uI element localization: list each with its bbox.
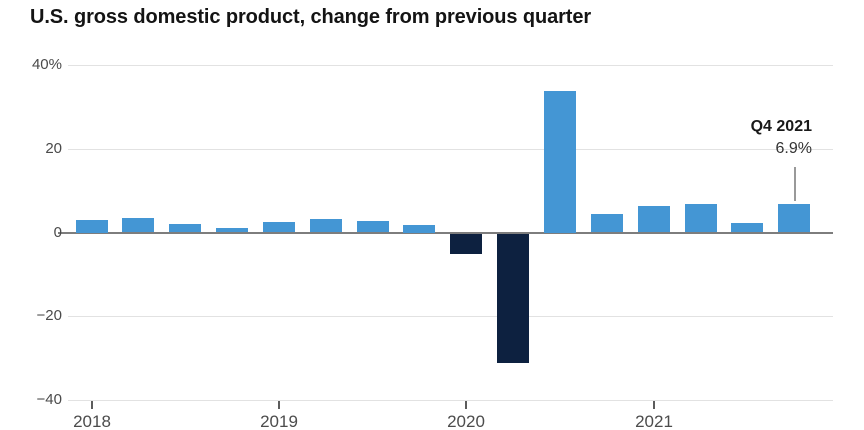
y-axis-tick-label: 0 <box>53 224 62 241</box>
y-axis-tick-label: −40 <box>36 391 62 408</box>
x-axis-tick-mark <box>278 401 280 409</box>
x-axis-tick-mark <box>465 401 467 409</box>
gridline-20 <box>68 149 833 150</box>
gridline-40 <box>68 65 833 66</box>
bar-q4-2021 <box>778 203 810 233</box>
y-axis-tick-label: −20 <box>36 307 62 324</box>
x-axis-label-2018: 2018 <box>73 412 111 430</box>
chart-title: U.S. gross domestic product, change from… <box>30 6 592 28</box>
bar-q4-2020 <box>591 213 623 233</box>
bar-q1-2019 <box>263 222 295 233</box>
bar-q1-2018 <box>76 219 108 233</box>
annotation-value: 6.9% <box>775 140 812 157</box>
bar-q1-2021 <box>638 206 670 233</box>
bar-q3-2019 <box>357 220 389 233</box>
gridline--40 <box>68 400 833 401</box>
annotation-label: Q4 2021 <box>750 118 812 135</box>
bar-q4-2019 <box>403 224 435 233</box>
bar-q4-2018 <box>216 227 248 233</box>
bar-q2-2019 <box>310 219 342 233</box>
x-axis-label-2020: 2020 <box>447 412 485 430</box>
bar-q3-2021 <box>731 222 763 233</box>
annotation-pointer-line <box>794 167 796 201</box>
gridline--20 <box>68 316 833 317</box>
zero-axis-line <box>58 232 833 234</box>
bar-q2-2018 <box>122 218 154 233</box>
x-axis-label-2021: 2021 <box>635 412 673 430</box>
x-axis-tick-mark <box>91 401 93 409</box>
x-axis-label-2019: 2019 <box>260 412 298 430</box>
x-axis-tick-mark <box>653 401 655 409</box>
y-axis-tick-label: 20 <box>45 140 62 157</box>
bar-q2-2021 <box>685 204 717 233</box>
bar-q3-2020 <box>544 91 576 233</box>
bar-q1-2020 <box>450 233 482 254</box>
bar-q2-2020 <box>497 233 529 364</box>
bar-q3-2018 <box>169 223 201 233</box>
y-axis-tick-label: 40% <box>31 56 62 73</box>
